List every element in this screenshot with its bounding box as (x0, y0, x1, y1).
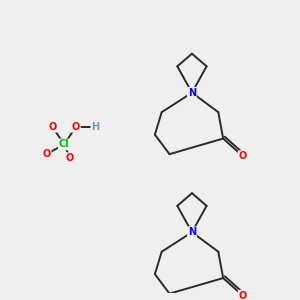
Text: O: O (48, 122, 57, 132)
Text: N: N (188, 88, 196, 98)
Text: O: O (66, 153, 74, 163)
Text: O: O (43, 149, 51, 159)
Text: Cl: Cl (59, 140, 70, 149)
Text: O: O (238, 151, 247, 161)
Text: H: H (91, 122, 99, 132)
Text: O: O (72, 122, 80, 132)
Text: O: O (238, 291, 247, 300)
Text: N: N (188, 227, 196, 237)
